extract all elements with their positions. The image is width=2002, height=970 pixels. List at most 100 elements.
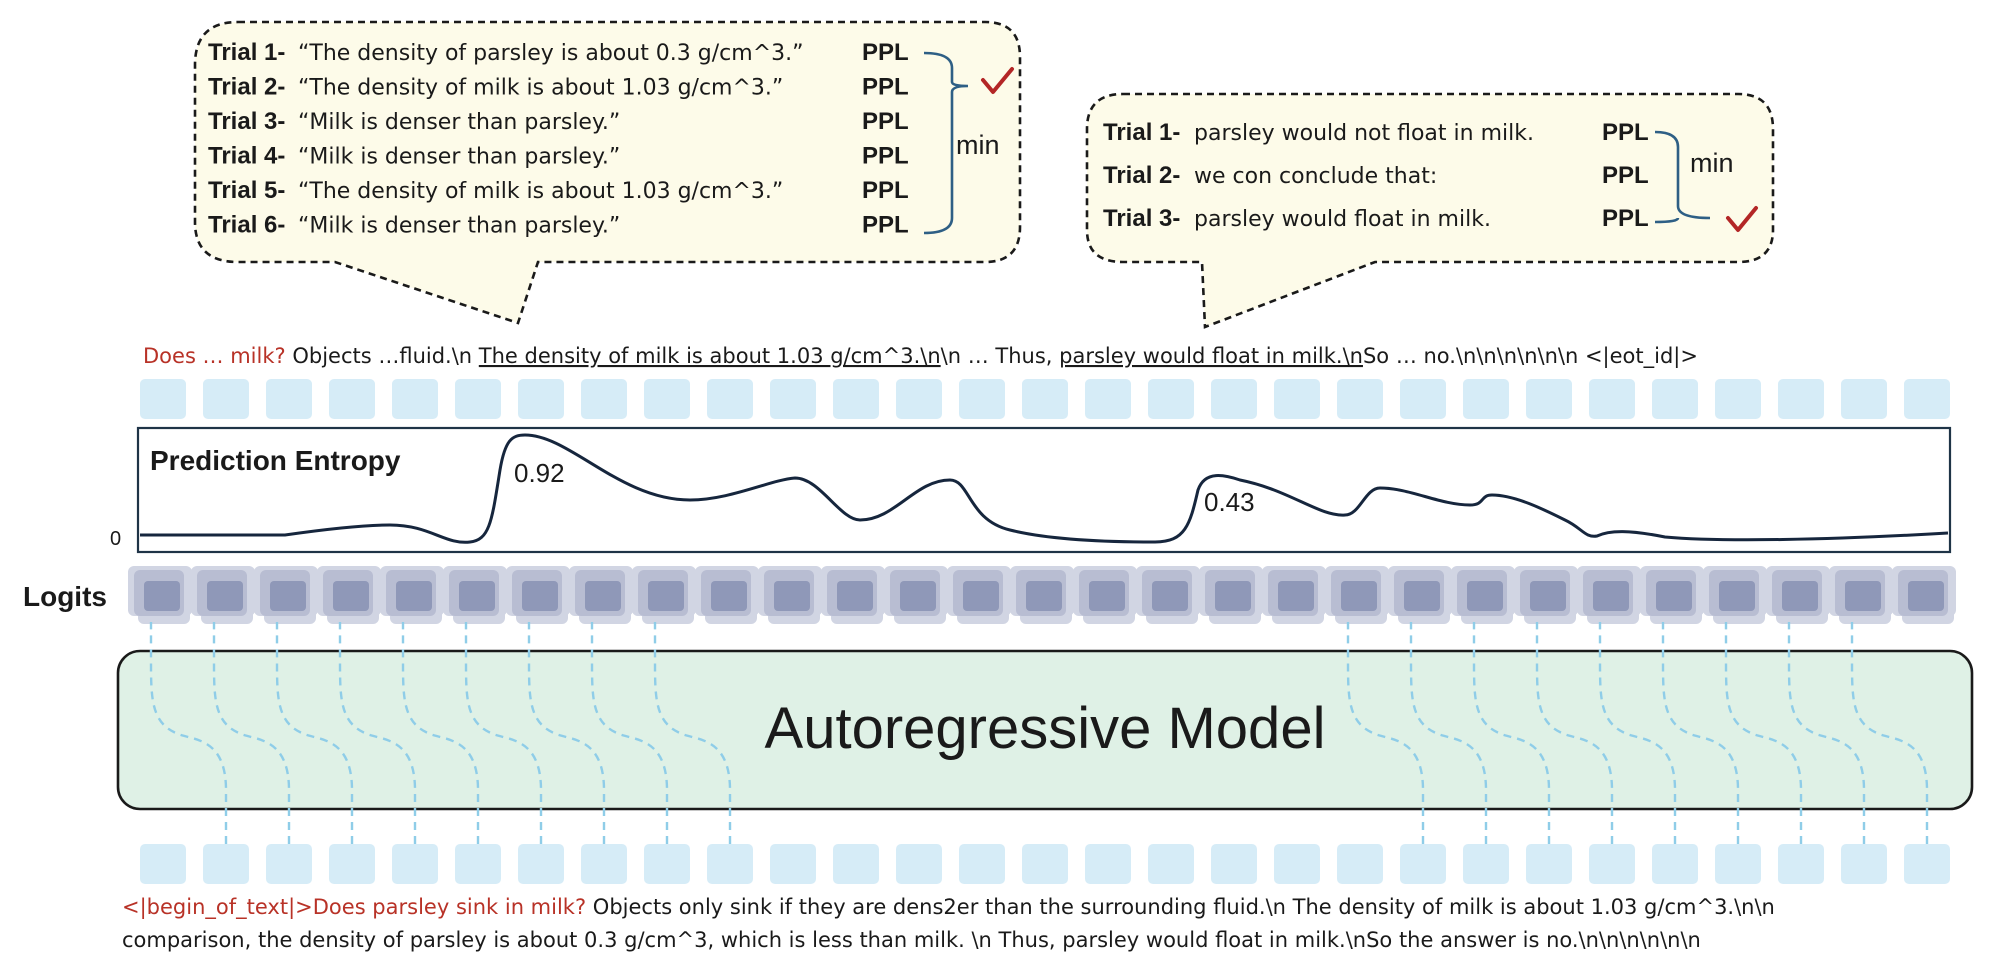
- entropy-peak1-label: 0.92: [514, 458, 565, 488]
- input-token: [1211, 844, 1257, 884]
- input-token: [518, 844, 564, 884]
- logit-core: [144, 581, 180, 611]
- logit-stack: [1829, 566, 1893, 624]
- logit-core: [1152, 581, 1188, 611]
- right-trial-text: we con conclude that:: [1194, 164, 1437, 189]
- output-token: [1337, 379, 1383, 419]
- logit-stack: [1388, 566, 1452, 624]
- output-token: [1022, 379, 1068, 419]
- logit-core: [837, 581, 873, 611]
- output-text-part2: \n … Thus,: [941, 344, 1059, 368]
- input-token: [392, 844, 438, 884]
- left-trial-ppl: PPL: [862, 143, 909, 170]
- logit-core: [1593, 581, 1629, 611]
- left-trial-ppl: PPL: [862, 177, 909, 204]
- logit-core: [963, 581, 999, 611]
- output-token: [203, 379, 249, 419]
- logit-stack: [1640, 566, 1704, 624]
- output-token: [518, 379, 564, 419]
- input-token: [1526, 844, 1572, 884]
- logits-label: Logits: [23, 581, 107, 612]
- logit-core: [900, 581, 936, 611]
- input-token: [329, 844, 375, 884]
- logit-stack: [1514, 566, 1578, 624]
- output-token: [644, 379, 690, 419]
- logit-core: [711, 581, 747, 611]
- left-trial-list: Trial 1- “The density of parsley is about…: [208, 39, 909, 239]
- output-token: [1715, 379, 1761, 419]
- right-check-icon: [1726, 206, 1758, 232]
- logit-core: [396, 581, 432, 611]
- logit-stack: [1892, 566, 1956, 624]
- input-token: [140, 844, 186, 884]
- logit-core: [1719, 581, 1755, 611]
- output-token: [959, 379, 1005, 419]
- right-trial-text: parsley would float in milk.: [1194, 207, 1491, 232]
- right-speech-bubble: Trial 1- parsley would not float in milk.…: [1085, 92, 1775, 329]
- logit-stack: [380, 566, 444, 624]
- entropy-zero-label: 0: [110, 528, 121, 550]
- right-trial-label: Trial 1-: [1103, 119, 1180, 146]
- left-check-icon: [981, 67, 1014, 94]
- dashed-link: [212, 622, 291, 844]
- logit-core: [522, 581, 558, 611]
- dashed-link: [1472, 622, 1551, 844]
- logit-core: [774, 581, 810, 611]
- input-token: [1274, 844, 1320, 884]
- dashed-link: [1724, 622, 1803, 844]
- input-token: [1841, 844, 1887, 884]
- left-trial-label: Trial 3-: [208, 108, 285, 135]
- right-trial-ppl: PPL: [1602, 119, 1649, 146]
- logit-row: [128, 566, 1956, 624]
- input-token: [581, 844, 627, 884]
- left-min-label: min: [956, 130, 1000, 160]
- dashed-link: [1850, 622, 1929, 844]
- output-underlined-step1: The density of milk is about 1.03 g/cm^3…: [478, 344, 941, 368]
- output-text-part3: So … no.\n\n\n\n\n\n <|eot_id|>: [1363, 344, 1698, 369]
- logit-stack: [1766, 566, 1830, 624]
- left-trial-text: “The density of milk is about 1.03 g/cm^…: [298, 179, 783, 204]
- input-token: [833, 844, 879, 884]
- right-trial-label: Trial 2-: [1103, 162, 1180, 189]
- left-trial-ppl: PPL: [862, 108, 909, 135]
- autoregressive-model-block: [116, 649, 1974, 811]
- dashed-link: [149, 622, 228, 844]
- logit-stack: [1199, 566, 1263, 624]
- input-token: [1715, 844, 1761, 884]
- output-token: [1652, 379, 1698, 419]
- output-token: [266, 379, 312, 419]
- logit-core: [459, 581, 495, 611]
- logit-stack: [1262, 566, 1326, 624]
- input-token: [1589, 844, 1635, 884]
- output-token: [770, 379, 816, 419]
- left-trial-label: Trial 5-: [208, 177, 285, 204]
- dashed-link: [1598, 622, 1677, 844]
- output-token: [1778, 379, 1824, 419]
- output-token: [1211, 379, 1257, 419]
- output-token: [896, 379, 942, 419]
- input-token: [1904, 844, 1950, 884]
- dashed-link: [275, 622, 354, 844]
- dashed-link: [590, 622, 669, 844]
- entropy-peak2-label: 0.43: [1204, 487, 1255, 517]
- input-token: [1400, 844, 1446, 884]
- output-token: [1274, 379, 1320, 419]
- output-token: [1085, 379, 1131, 419]
- model-title: Autoregressive Model: [765, 696, 1326, 761]
- input-token: [770, 844, 816, 884]
- input-token: [1652, 844, 1698, 884]
- input-token: [266, 844, 312, 884]
- logit-stack: [821, 566, 885, 624]
- dashed-link: [1535, 622, 1614, 844]
- entropy-panel: Prediction Entropy 0 0.92 0.43: [110, 426, 1952, 554]
- logit-core: [1845, 581, 1881, 611]
- logit-core: [1278, 581, 1314, 611]
- output-token: [1400, 379, 1446, 419]
- input-token-row: [140, 844, 1950, 884]
- output-token: [833, 379, 879, 419]
- logit-stack: [443, 566, 507, 624]
- logit-stack: [1073, 566, 1137, 624]
- logit-core: [585, 581, 621, 611]
- input-text-line1: <|begin_of_text|>Does parsley sink in mi…: [122, 895, 1775, 920]
